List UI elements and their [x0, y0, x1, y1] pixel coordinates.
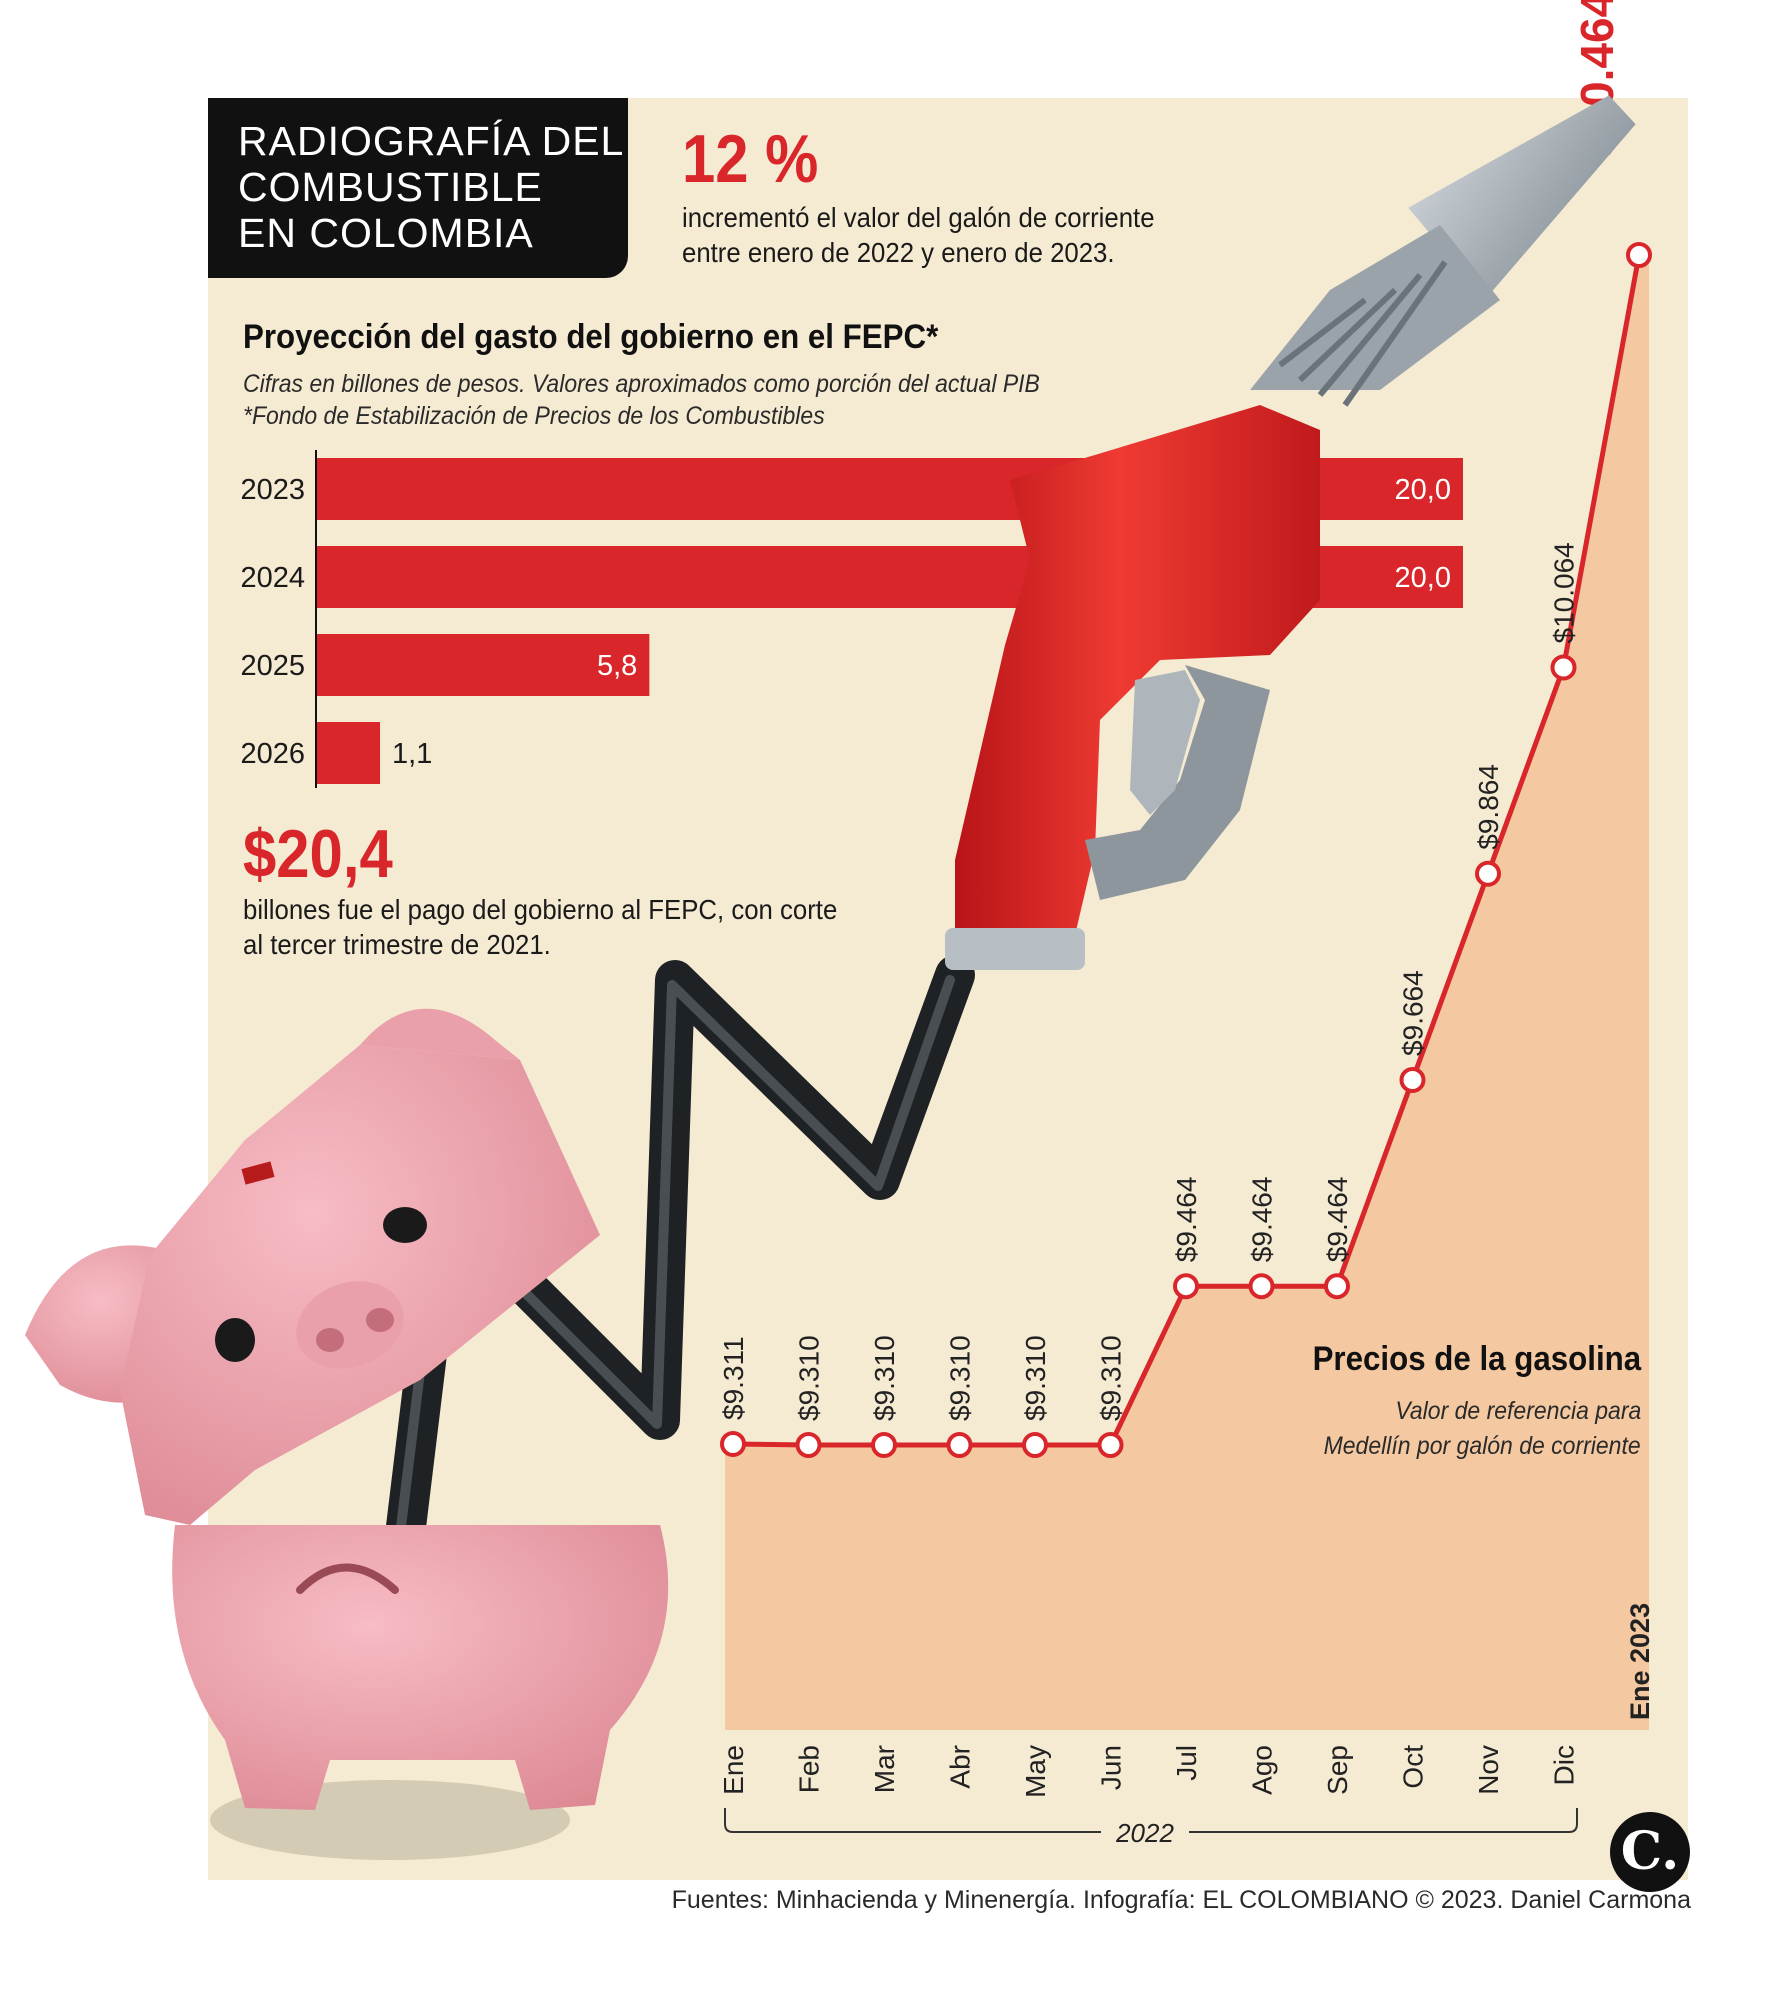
bar-category-label: 2026: [240, 738, 305, 770]
price-value-label: $10.064: [1549, 542, 1580, 643]
month-label: Oct: [1398, 1745, 1429, 1789]
month-label: Ene 2023: [1625, 1603, 1655, 1720]
price-point: [946, 1432, 973, 1458]
el-colombiano-logo: C.: [1610, 1812, 1690, 1892]
title-line: EN COLOMBIA: [238, 210, 534, 256]
title-line: RADIOGRAFÍA DEL: [238, 118, 625, 164]
bar-value-label: 5,8: [597, 650, 637, 682]
price-point: [1173, 1273, 1199, 1300]
price-point: [1399, 1066, 1426, 1093]
increase-stat-value: 12 %: [682, 121, 819, 197]
title-box: RADIOGRAFÍA DEL COMBUSTIBLE EN COLOMBIA: [208, 98, 628, 278]
payment-stat-text: al tercer trimestre de 2021.: [243, 929, 551, 960]
price-point: [720, 1430, 746, 1457]
price-point: [871, 1432, 897, 1458]
price-point: [1324, 1273, 1350, 1300]
month-label: Nov: [1473, 1745, 1504, 1795]
payment-stat-text: billones fue el pago del gobierno al FEP…: [243, 894, 838, 925]
price-point: [1626, 242, 1652, 268]
price-point: [1097, 1432, 1124, 1458]
price-value-label: $9.310: [1096, 1335, 1127, 1421]
year-label: 2022: [1115, 1818, 1174, 1848]
price-value-label: $9.664: [1398, 970, 1429, 1056]
gasoline-price-chart: $9.311 $9.310 $9.310 $9.310 $9.310 $9.310 $9.4…: [718, 0, 1655, 1848]
price-area: [725, 255, 1649, 1730]
price-value-label: $9.311: [718, 1336, 749, 1420]
increase-stat-text: entre enero de 2022 y enero de 2023.: [682, 237, 1115, 268]
month-label: Sep: [1322, 1745, 1353, 1795]
line-chart-title: Precios de la gasolina: [1312, 1340, 1641, 1378]
price-point: [795, 1432, 822, 1458]
price-value-label: $9.464: [1171, 1177, 1202, 1263]
price-value-label: $9.464: [1247, 1177, 1278, 1263]
price-value-label: $9.310: [1020, 1335, 1051, 1421]
price-value-label: $9.310: [869, 1335, 900, 1421]
price-point: [1248, 1273, 1275, 1300]
price-value-label: $9.310: [945, 1335, 976, 1421]
fuel-nozzle-illustration: [945, 95, 1636, 970]
month-label: Ago: [1247, 1745, 1278, 1795]
price-value-label: $9.310: [794, 1335, 825, 1421]
price-point: [1550, 654, 1577, 681]
payment-stat-value: $20,4: [243, 816, 393, 892]
month-label: Mar: [869, 1745, 900, 1793]
month-label: Ene: [718, 1745, 749, 1795]
price-point: [1475, 860, 1501, 887]
bar-chart-footnote: *Fondo de Estabilización de Precios de l…: [243, 402, 825, 430]
month-label: Dic: [1549, 1745, 1580, 1785]
price-value-label: $9.464: [1322, 1177, 1353, 1263]
month-label: Jun: [1096, 1745, 1127, 1790]
bar-category-label: 2024: [240, 562, 305, 594]
bar-chart-note: Cifras en billones de pesos. Valores apr…: [243, 370, 1040, 398]
bar-category-label: 2023: [240, 474, 305, 506]
bar-category-label: 2025: [240, 650, 305, 682]
month-label: Abr: [945, 1745, 976, 1789]
line-chart-note: Valor de referencia para: [1395, 1397, 1641, 1425]
bar-chart-title: Proyección del gasto del gobierno en el …: [243, 318, 939, 356]
bar-value-label: 1,1: [392, 738, 432, 770]
month-label: May: [1020, 1745, 1051, 1798]
month-label: Jul: [1171, 1745, 1202, 1781]
year-bracket: [724, 1808, 1578, 1833]
source-credit: Fuentes: Minhacienda y Minenergía. Infog…: [671, 1886, 1691, 1914]
bar-value-label: 20,0: [1395, 562, 1451, 594]
line-chart-note: Medellín por galón de corriente: [1323, 1432, 1641, 1460]
increase-stat-text: incrementó el valor del galón de corrien…: [682, 202, 1155, 233]
month-label: Feb: [794, 1745, 825, 1793]
price-value-label: $9.864: [1473, 764, 1504, 850]
piggy-bank-illustration: [25, 1008, 669, 1860]
bar-2025: [317, 634, 650, 696]
bar-2026: [317, 722, 381, 784]
bar-value-label: 20,0: [1395, 474, 1451, 506]
price-point: [1022, 1432, 1048, 1458]
title-line: COMBUSTIBLE: [238, 164, 543, 210]
